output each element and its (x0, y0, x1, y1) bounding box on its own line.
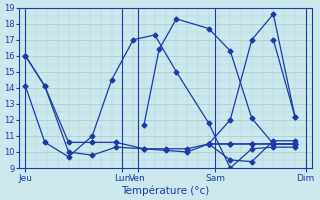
X-axis label: Température (°c): Température (°c) (122, 185, 210, 196)
